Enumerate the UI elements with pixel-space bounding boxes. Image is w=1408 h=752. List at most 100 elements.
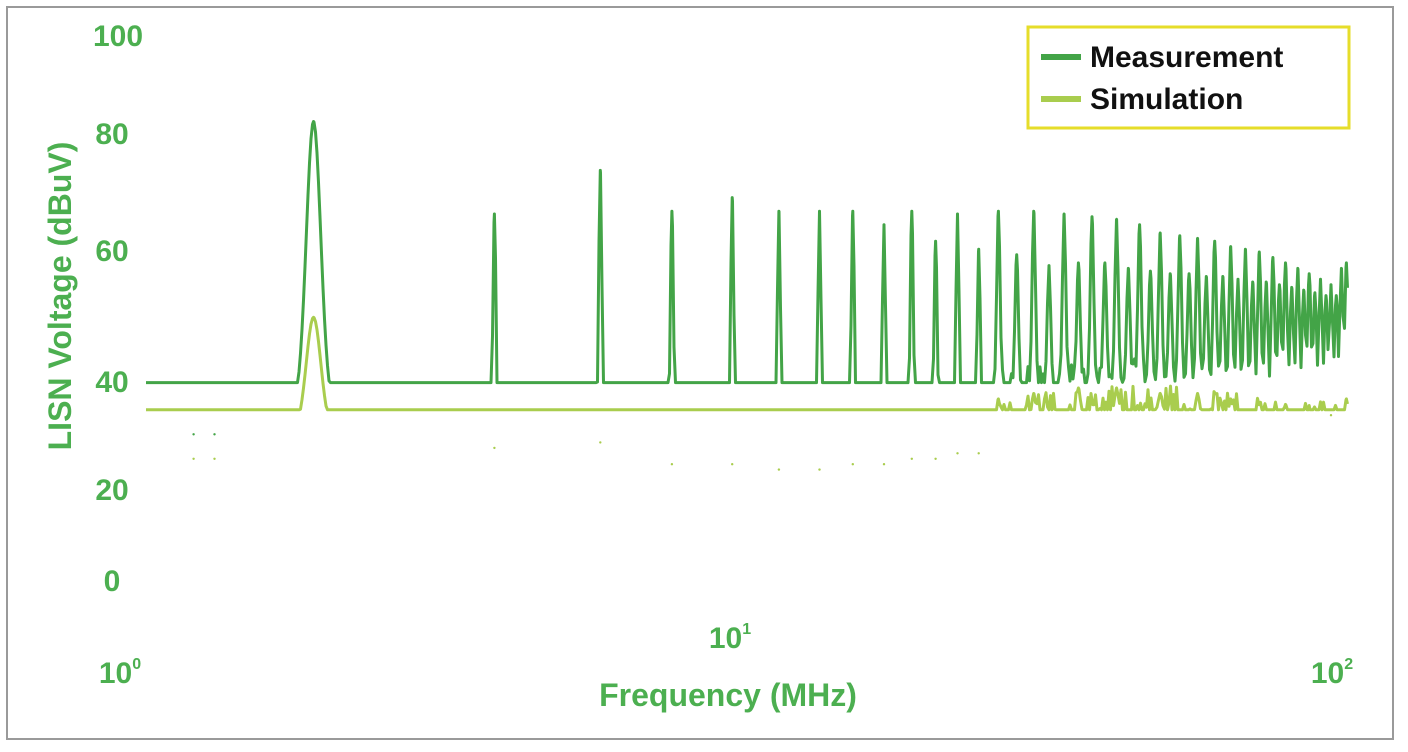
simulation-peak-point — [977, 452, 980, 455]
measurement-peak-point — [213, 433, 216, 436]
x-tick-label: 100 — [99, 656, 141, 690]
measurement-peak-point — [851, 210, 854, 213]
simulation-peak-point — [493, 446, 496, 450]
measurement-peak-point — [1187, 272, 1191, 275]
simulation-peak-point — [910, 457, 913, 460]
simulation-peak-point — [1284, 403, 1287, 406]
measurement-peak-point — [1077, 261, 1080, 265]
measurement-peak-point — [1284, 261, 1287, 265]
measurement-peak-point — [1159, 231, 1162, 235]
measurement-peak-point — [312, 120, 315, 123]
x-tick-base: 10 — [1311, 657, 1344, 690]
simulation-peak-point — [670, 463, 674, 466]
simulation-peak-point — [192, 457, 195, 460]
y-tick-label: 0 — [104, 565, 121, 598]
measurement-peak-point — [731, 196, 734, 199]
x-tick-exponent: 2 — [1344, 656, 1353, 673]
measurement-peak-point — [818, 210, 821, 213]
measurement-peak-point — [1265, 280, 1268, 284]
y-tick-label: 60 — [95, 235, 128, 268]
measurement-peak-point — [1090, 215, 1094, 218]
simulation-peak-point — [851, 463, 854, 466]
simulation-peak-point — [599, 441, 602, 444]
measurement-peak-point — [910, 210, 913, 213]
x-tick-base: 10 — [709, 622, 742, 655]
simulation-peak-point — [934, 457, 937, 460]
measurement-peak-point — [1324, 294, 1328, 297]
y-axis-ticks: 0 20 40 60 80 100 — [93, 20, 143, 598]
measurement-peak-point — [1258, 250, 1261, 254]
measurement-peak-point — [1335, 294, 1338, 297]
measurement-peak-point — [1296, 267, 1300, 270]
simulation-peak-point — [777, 468, 781, 471]
simulation-peak-point — [956, 452, 959, 455]
measurement-peak-point — [493, 212, 496, 216]
y-tick-label: 40 — [95, 366, 128, 399]
measurement-peak-point — [882, 223, 886, 226]
measurement-peak-point — [1196, 237, 1199, 240]
legend: Measurement Simulation — [1026, 25, 1351, 130]
simulation-peak-point — [818, 468, 821, 471]
measurement-peak-point — [192, 433, 195, 436]
measurement-peak-point — [1313, 291, 1317, 294]
measurement-peak-point — [1244, 248, 1247, 251]
measurement-peak-point — [977, 248, 980, 251]
series-line-simulation — [146, 315, 1349, 412]
y-axis-title: LISN Voltage (dBuV) — [42, 142, 78, 451]
measurement-peak-point — [1345, 261, 1348, 265]
measurement-peak-point — [1062, 212, 1066, 216]
legend-box — [1026, 25, 1351, 130]
y-tick-label: 80 — [95, 118, 128, 151]
measurement-peak-point — [1302, 288, 1305, 292]
measurement-peak-point — [1103, 261, 1107, 265]
measurement-peak-point — [1127, 267, 1130, 270]
measurement-peak-point — [1149, 269, 1152, 273]
x-tick-base: 10 — [99, 657, 132, 690]
measurement-peak-point — [1308, 272, 1311, 275]
simulation-peak-point — [1329, 414, 1333, 417]
measurement-peak-point — [1138, 223, 1141, 226]
measurement-peak-point — [1329, 283, 1333, 286]
x-tick-exponent: 1 — [742, 621, 751, 638]
measurement-peak-point — [1205, 275, 1208, 278]
measurement-peak-point — [1229, 245, 1232, 248]
measurement-peak-point — [1340, 267, 1343, 270]
simulation-peak-point — [312, 316, 315, 319]
simulation-peak-point — [1345, 397, 1348, 401]
x-tick-label: 101 — [709, 621, 751, 655]
simulation-peak-point — [1308, 408, 1311, 411]
measurement-peak-point — [599, 169, 602, 172]
measurement-peak-point — [1047, 264, 1051, 267]
measurement-peak-point — [670, 210, 674, 213]
simulation-peak-point — [882, 463, 886, 466]
measurement-peak-point — [1278, 283, 1281, 286]
measurement-peak-point — [1169, 272, 1172, 275]
simulation-peak-point — [1258, 403, 1261, 406]
measurement-peak-point — [1236, 278, 1240, 281]
y-tick-label: 20 — [95, 474, 128, 507]
x-axis-ticks: 100 101 102 — [99, 621, 1353, 690]
measurement-peak-point — [1319, 278, 1322, 281]
simulation-peak-point — [1115, 386, 1118, 390]
measurement-peak-point — [1213, 240, 1216, 243]
x-tick-exponent: 0 — [132, 656, 141, 673]
simulation-peak-point — [1077, 386, 1080, 390]
measurement-peak-point — [1251, 280, 1254, 284]
measurement-peak-point — [1032, 210, 1035, 213]
legend-label-measurement: Measurement — [1090, 41, 1283, 74]
measurement-peak-point — [934, 240, 937, 243]
measurement-peak-point — [1178, 234, 1182, 237]
measurement-peak-point — [1015, 253, 1018, 256]
simulation-peak-point — [997, 397, 1000, 401]
simulation-peak-point — [731, 463, 734, 466]
simulation-peak-point — [1196, 392, 1199, 395]
y-tick-label: 100 — [93, 20, 143, 53]
measurement-peak-point — [956, 212, 959, 216]
simulation-peak-point — [1032, 392, 1035, 395]
plot-area — [146, 120, 1349, 471]
simulation-peak-point — [1159, 392, 1162, 395]
measurement-peak-point — [777, 210, 781, 213]
simulation-peak-point — [1229, 397, 1232, 401]
series-line-measurement — [146, 120, 1349, 385]
